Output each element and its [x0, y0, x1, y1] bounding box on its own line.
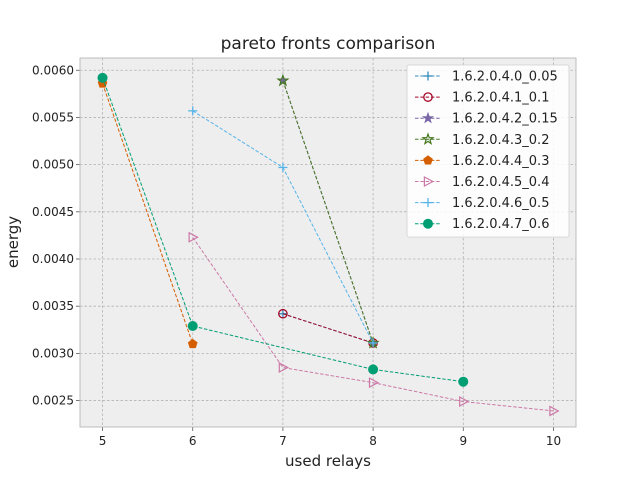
legend-label: 1.6.2.0.4.7_0.6 — [452, 217, 549, 232]
legend-item: 1.6.2.0.4.4_0.3 — [415, 154, 549, 169]
y-tick-label: 0.0055 — [32, 110, 74, 124]
series-layer — [97, 72, 560, 417]
legend-item: 1.6.2.0.4.2_0.15 — [415, 112, 558, 127]
legend-marker — [423, 218, 433, 229]
data-point — [278, 308, 288, 319]
legend-item: 1.6.2.0.4.3_0.2 — [415, 132, 549, 148]
legend-marker — [421, 111, 435, 124]
data-point — [458, 376, 469, 387]
data-point — [188, 231, 199, 243]
legend-label: 1.6.2.0.4.1_0.1 — [452, 91, 549, 106]
x-tick-label: 9 — [459, 434, 467, 448]
legend-item: 1.6.2.0.4.6_0.5 — [415, 196, 549, 211]
data-point — [278, 309, 288, 319]
data-point — [278, 362, 289, 374]
legend-item: 1.6.2.0.4.1_0.1 — [415, 91, 549, 106]
y-tick-label: 0.0035 — [32, 299, 74, 313]
y-tick-label: 0.0045 — [32, 205, 74, 219]
legend-marker — [421, 132, 435, 145]
series-7 — [188, 106, 378, 348]
legend-item: 1.6.2.0.4.5_0.4 — [415, 175, 549, 190]
legend-marker — [423, 155, 433, 165]
legend-marker — [423, 71, 433, 81]
x-tick-label: 7 — [279, 434, 287, 448]
legend-label: 1.6.2.0.4.2_0.15 — [452, 112, 558, 127]
x-tick-label: 10 — [546, 434, 561, 448]
data-point — [459, 396, 470, 408]
legend: 1.6.2.0.4.0_0.05 1.6.2.0.4.1_0.1 1.6.2.0.4… — [406, 64, 570, 238]
x-axis-label: used relays — [285, 452, 371, 470]
y-tick-label: 0.0050 — [32, 158, 74, 172]
legend-marker — [423, 92, 433, 102]
legend-label: 1.6.2.0.4.5_0.4 — [452, 175, 549, 190]
data-point — [97, 72, 108, 83]
series-line — [102, 83, 194, 345]
chart-title: pareto fronts comparison — [221, 34, 436, 54]
legend-label: 1.6.2.0.4.4_0.3 — [452, 154, 549, 169]
y-tick-label: 0.0030 — [32, 346, 74, 360]
legend-marker — [423, 198, 433, 208]
data-point — [187, 338, 198, 349]
data-point — [276, 73, 290, 87]
series-8 — [97, 72, 469, 387]
series-6 — [188, 231, 560, 417]
series-line — [192, 237, 554, 412]
data-point — [278, 162, 288, 172]
legend-item: 1.6.2.0.4.7_0.6 — [415, 217, 549, 232]
legend-box — [406, 64, 570, 238]
y-tick-label: 0.0025 — [32, 394, 74, 408]
series-line — [102, 77, 464, 383]
y-tick-label: 0.0040 — [32, 252, 74, 266]
y-axis-label: energy — [4, 216, 22, 268]
legend-label: 1.6.2.0.4.6_0.5 — [452, 196, 549, 211]
legend-item: 1.6.2.0.4.0_0.05 — [415, 70, 558, 85]
legend-marker — [423, 175, 435, 188]
data-point — [549, 405, 560, 417]
data-point — [188, 106, 198, 116]
x-tick-label: 5 — [99, 434, 107, 448]
data-point — [187, 321, 198, 332]
data-point — [368, 338, 378, 348]
x-tick-label: 6 — [189, 434, 197, 448]
data-point — [368, 377, 380, 389]
y-tick-label: 0.0060 — [32, 63, 74, 77]
series-line — [282, 80, 374, 344]
legend-label: 1.6.2.0.4.3_0.2 — [452, 133, 549, 148]
ticks: 5 6 7 8 9 10 0.0025 0.0030 0.0035 0.0040 0.0045 0.0… — [32, 63, 561, 448]
x-tick-label: 8 — [369, 434, 377, 448]
data-point — [368, 364, 379, 375]
plot-frame — [79, 57, 577, 428]
legend-label: 1.6.2.0.4.0_0.05 — [452, 70, 558, 85]
